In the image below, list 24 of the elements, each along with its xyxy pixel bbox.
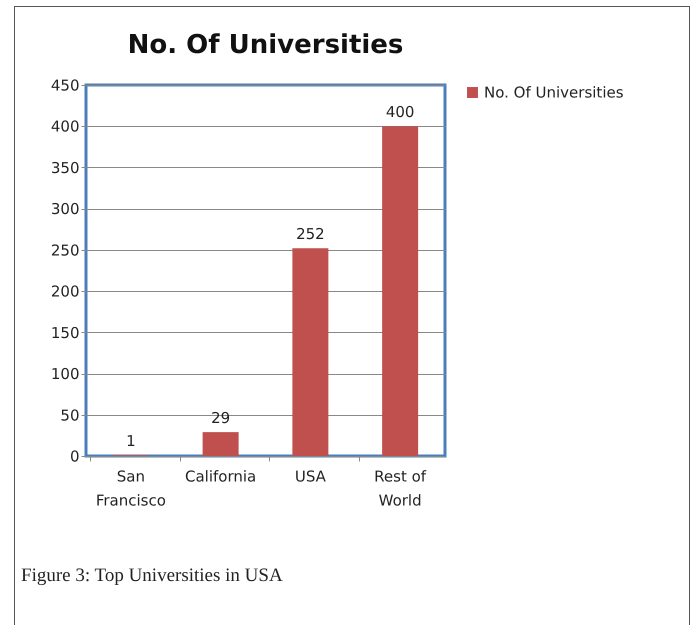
y-tick-label: 350 <box>50 158 80 177</box>
data-label: 29 <box>211 409 230 428</box>
y-tick-label: 450 <box>50 76 80 94</box>
x-tick-label: San Francisco <box>96 468 166 510</box>
caption: Figure 3: Top Universities in USA <box>21 565 283 587</box>
data-label: 252 <box>296 225 325 244</box>
y-tick-label: 250 <box>50 241 80 260</box>
bar <box>292 248 328 456</box>
legend-label: No. Of Universities <box>484 84 624 102</box>
bar <box>382 126 418 456</box>
chart-title: No. Of Universities <box>128 30 404 60</box>
x-tick-label: California <box>185 468 256 486</box>
y-tick-label: 400 <box>50 118 80 136</box>
y-tick-label: 200 <box>50 282 80 301</box>
y-tick-label: 150 <box>50 324 80 342</box>
y-tick-label: 0 <box>70 448 80 466</box>
y-tick-label: 50 <box>60 406 80 424</box>
data-label: 1 <box>126 432 136 450</box>
x-tick-label: USA <box>294 468 327 486</box>
x-tick-label: Rest of World <box>374 468 427 510</box>
bar <box>202 432 239 456</box>
y-tick-label: 300 <box>50 200 80 218</box>
data-label: 400 <box>386 103 414 122</box>
y-tick-label: 100 <box>50 365 80 384</box>
